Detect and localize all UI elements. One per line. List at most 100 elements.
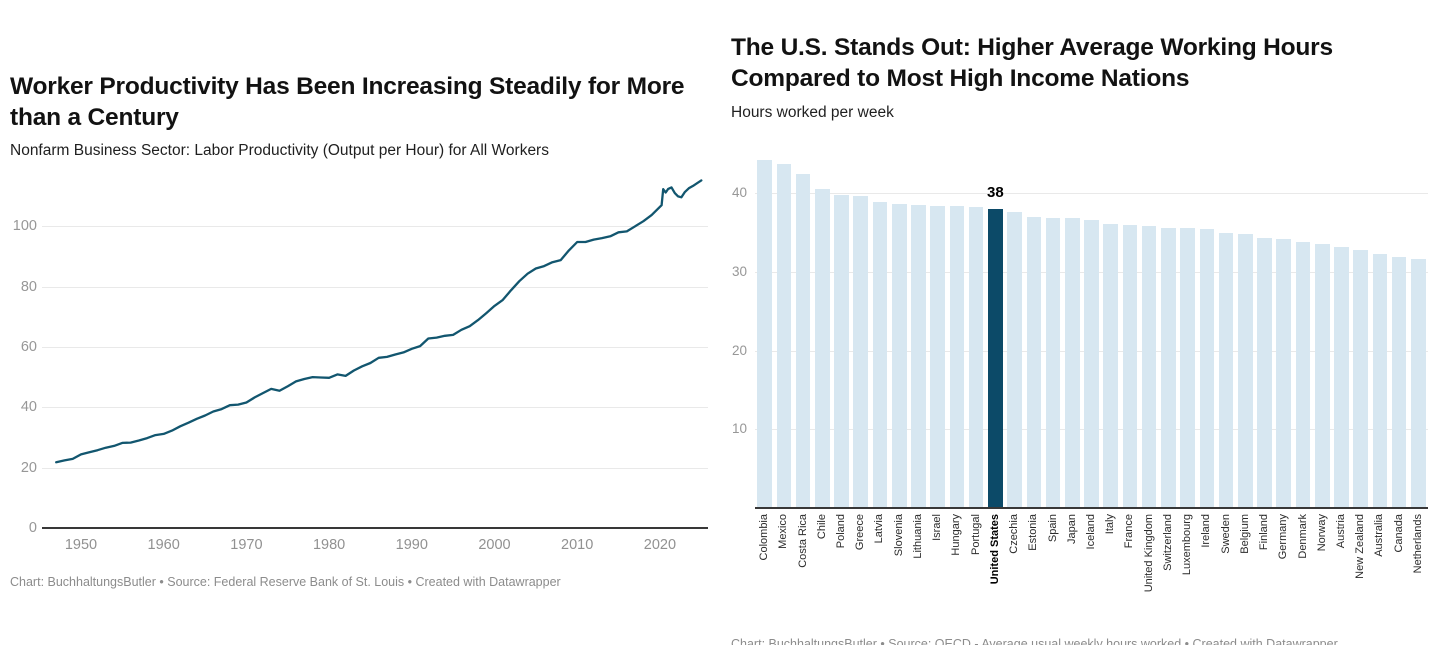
right-chart-footer-clipped: Chart: BuchhaltungsButler • Source: OECD… bbox=[731, 637, 1338, 645]
category-label: Chile bbox=[815, 514, 828, 540]
category-label: Sweden bbox=[1219, 514, 1232, 554]
left-chart-title: Worker Productivity Has Been Increasing … bbox=[10, 73, 685, 131]
category-label: Netherlands bbox=[1411, 514, 1424, 574]
category-label: Luxembourg bbox=[1181, 514, 1194, 576]
productivity-line-chart bbox=[55, 179, 703, 464]
bar-united-states bbox=[988, 208, 1003, 508]
productivity-line bbox=[55, 179, 703, 464]
y-tick-label: 60 bbox=[20, 338, 37, 355]
bar-costa-rica bbox=[795, 174, 811, 508]
x-tick-label: 1990 bbox=[395, 537, 428, 553]
category-label: Austria bbox=[1334, 514, 1347, 549]
bar-lithuania bbox=[911, 204, 926, 508]
bar-mexico bbox=[776, 163, 792, 508]
bar-latvia bbox=[872, 202, 888, 508]
x-tick-label: 2000 bbox=[478, 537, 511, 553]
category-label: Switzerland bbox=[1161, 514, 1174, 571]
left-chart-footer: Chart: BuchhaltungsButler • Source: Fede… bbox=[10, 575, 561, 589]
bar-hungary bbox=[949, 205, 965, 508]
category-label: Estonia bbox=[1027, 514, 1040, 551]
category-label: Lithuania bbox=[911, 514, 924, 559]
category-label: Costa Rica bbox=[796, 514, 809, 568]
x-tick-label: 1950 bbox=[64, 537, 98, 553]
bar-slovenia bbox=[891, 204, 907, 508]
category-label: Ireland bbox=[1200, 514, 1213, 548]
category-label: Germany bbox=[1277, 514, 1290, 560]
bar-chile bbox=[815, 189, 830, 508]
category-label: Colombia bbox=[758, 514, 771, 561]
right-chart-subtitle: Hours worked per week bbox=[731, 104, 894, 121]
category-label: Greece bbox=[854, 514, 867, 551]
category-label: Denmark bbox=[1296, 514, 1309, 559]
bar-greece bbox=[853, 196, 869, 508]
right-chart-title: The U.S. Stands Out: Higher Average Work… bbox=[731, 34, 1333, 92]
bar-belgium bbox=[1238, 233, 1253, 508]
bar-iceland bbox=[1084, 219, 1099, 508]
bar-austria bbox=[1334, 246, 1349, 508]
bar-estonia bbox=[1026, 217, 1042, 508]
bar-germany bbox=[1276, 239, 1292, 508]
category-label: Japan bbox=[1065, 514, 1078, 544]
x-tick-label: 2010 bbox=[561, 537, 594, 553]
category-label: Italy bbox=[1104, 514, 1117, 535]
bar-netherlands bbox=[1411, 259, 1426, 508]
y-gridline bbox=[42, 467, 708, 469]
y-tick-label: 20 bbox=[20, 459, 37, 476]
x-axis-line bbox=[42, 527, 708, 529]
bar-finland bbox=[1257, 237, 1272, 508]
category-label: Belgium bbox=[1238, 514, 1251, 554]
x-tick-label: 1970 bbox=[230, 537, 263, 553]
y-tick-label: 80 bbox=[20, 278, 37, 295]
bar-czechia bbox=[1007, 211, 1022, 508]
y-gridline bbox=[42, 226, 708, 228]
us-value-label: 38 bbox=[987, 184, 1004, 201]
y-tick-label: 20 bbox=[731, 342, 747, 358]
y-tick-label: 30 bbox=[731, 263, 747, 279]
category-label: Czechia bbox=[1008, 514, 1021, 554]
y-gridline bbox=[42, 286, 708, 288]
category-label: Latvia bbox=[873, 514, 886, 544]
y-gridline bbox=[42, 407, 708, 409]
category-label: Canada bbox=[1392, 514, 1405, 553]
category-label: United States bbox=[988, 514, 1001, 585]
y-gridline bbox=[42, 346, 708, 348]
y-tick-label: 0 bbox=[28, 520, 37, 536]
category-label: Israel bbox=[931, 514, 944, 541]
bar-spain bbox=[1045, 218, 1061, 508]
bar-sweden bbox=[1218, 233, 1234, 508]
bar-switzerland bbox=[1161, 227, 1176, 508]
bar-japan bbox=[1064, 218, 1080, 508]
bar-norway bbox=[1314, 244, 1330, 508]
bar-canada bbox=[1391, 256, 1407, 508]
category-label: Spain bbox=[1046, 514, 1059, 543]
bar-italy bbox=[1103, 223, 1119, 508]
category-label: United Kingdom bbox=[1142, 514, 1155, 593]
x-tick-label: 1980 bbox=[312, 537, 346, 553]
category-label: Finland bbox=[1258, 514, 1271, 551]
x-axis-line bbox=[755, 507, 1428, 509]
bar-new-zealand bbox=[1353, 250, 1368, 508]
bar-israel bbox=[930, 205, 945, 508]
category-label: New Zealand bbox=[1354, 514, 1367, 579]
category-label: Norway bbox=[1315, 514, 1328, 552]
y-tick-label: 40 bbox=[20, 399, 37, 416]
y-gridline bbox=[755, 193, 1428, 194]
category-label: Iceland bbox=[1085, 514, 1097, 550]
x-tick-label: 1960 bbox=[147, 537, 180, 553]
productivity-chart-panel: Worker Productivity Has Been Increasing … bbox=[10, 73, 708, 589]
bar-united-kingdom bbox=[1141, 226, 1157, 508]
bar-ireland bbox=[1199, 229, 1215, 508]
bar-france bbox=[1122, 225, 1138, 508]
bar-denmark bbox=[1295, 241, 1311, 508]
category-label: Slovenia bbox=[892, 514, 905, 557]
bar-portugal bbox=[968, 207, 984, 508]
bar-luxembourg bbox=[1180, 228, 1195, 508]
left-chart-subtitle: Nonfarm Business Sector: Labor Productiv… bbox=[10, 142, 549, 159]
x-tick-label: 2020 bbox=[643, 537, 677, 553]
y-tick-label: 10 bbox=[731, 421, 747, 437]
bar-australia bbox=[1372, 253, 1388, 508]
category-label: Australia bbox=[1373, 514, 1386, 557]
y-tick-label: 100 bbox=[12, 218, 37, 235]
category-label: Mexico bbox=[777, 514, 790, 549]
category-label: Poland bbox=[835, 514, 848, 549]
